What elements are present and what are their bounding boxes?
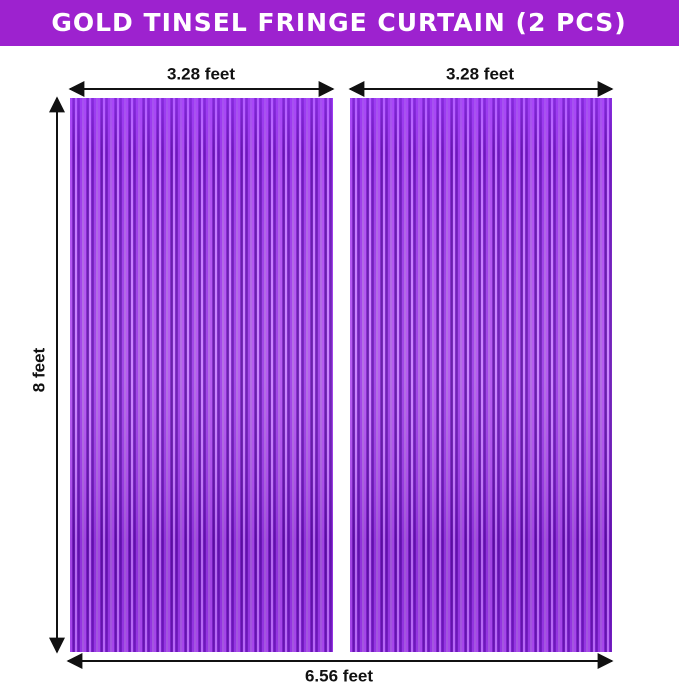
curtain-left	[70, 98, 333, 652]
height-label: 8 feet	[29, 347, 48, 392]
panel-width-label: 3.28 feet	[167, 64, 235, 83]
header-title: GOLD TINSEL FRINGE CURTAIN (2 PCS)	[51, 8, 626, 37]
panel-width-label: 3.28 feet	[446, 64, 514, 83]
header-band	[0, 0, 679, 46]
total-width-label: 6.56 feet	[305, 666, 373, 685]
curtain-right	[350, 98, 612, 652]
